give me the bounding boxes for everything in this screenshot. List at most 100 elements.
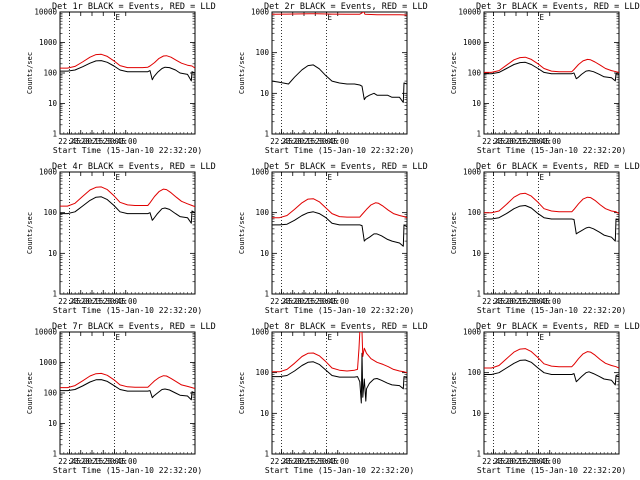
- plot-panel-6: Det 6r BLACK = Events, RED = LLD 1 10 100 10…: [450, 162, 640, 315]
- y-tick-label: 100: [467, 208, 481, 217]
- x-axis-label: Start Time (15-Jan-10 22:32:20): [265, 306, 414, 315]
- y-tick-label: 10000: [34, 8, 57, 17]
- y-tick-label: 10000: [458, 8, 481, 17]
- x-tick-label: 00:00: [538, 137, 561, 146]
- events-series-line: [272, 211, 407, 247]
- x-tick-label: 23:15: [505, 297, 528, 306]
- x-tick-label: 23:30: [92, 457, 115, 466]
- y-tick-label: 1: [264, 130, 269, 139]
- y-tick-label: 1000: [463, 168, 482, 177]
- x-tick-label: 23:30: [304, 137, 327, 146]
- y-axis-label: Counts/sec: [450, 52, 458, 94]
- x-tick-label: 23:00: [493, 297, 516, 306]
- y-tick-label: 10: [472, 99, 482, 108]
- x-tick-label: 23:45: [103, 297, 126, 306]
- x-tick-label: 22:45: [270, 297, 293, 306]
- y-axis-label: Counts/sec: [238, 52, 246, 94]
- plot-frame: [483, 171, 620, 295]
- corner-marker-label: E: [540, 13, 545, 22]
- plot-title: Det 9r BLACK = Events, RED = LLD: [476, 322, 640, 332]
- x-tick-label: 00:00: [114, 297, 137, 306]
- events-series-line: [60, 60, 195, 82]
- plot-title: Det 4r BLACK = Events, RED = LLD: [52, 162, 216, 172]
- plot-title: Det 3r BLACK = Events, RED = LLD: [476, 2, 640, 12]
- x-tick-label: 22:45: [58, 297, 81, 306]
- x-tick-label: 22:45: [58, 457, 81, 466]
- lld-series-line: [484, 192, 619, 215]
- plot-panel-1: Det 1r BLACK = Events, RED = LLD 1 10 100 10…: [26, 2, 216, 155]
- y-tick-label: 100: [43, 208, 57, 217]
- plot-panel-2: Det 2r BLACK = Events, RED = LLD 1 10 100 10…: [238, 2, 428, 155]
- x-tick-label: 23:00: [493, 457, 516, 466]
- y-tick-label: 1000: [39, 168, 58, 177]
- x-tick-label: 00:00: [326, 297, 349, 306]
- y-tick-label: 1000: [251, 8, 270, 17]
- corner-marker-label: E: [116, 333, 121, 342]
- corner-marker-label: E: [540, 333, 545, 342]
- plot-title: Det 5r BLACK = Events, RED = LLD: [264, 162, 428, 172]
- x-tick-label: 23:15: [81, 457, 104, 466]
- x-tick-label: 23:15: [293, 297, 316, 306]
- x-axis-label: Start Time (15-Jan-10 22:32:20): [477, 466, 626, 475]
- y-axis-label: Counts/sec: [238, 212, 246, 254]
- events-series-line: [484, 205, 619, 242]
- plot-panel-7: Det 7r BLACK = Events, RED = LLD 1 10 100 10…: [26, 322, 216, 475]
- y-tick-label: 100: [43, 69, 57, 78]
- x-tick-label: 23:15: [505, 137, 528, 146]
- corner-marker-label: E: [328, 13, 333, 22]
- plot-frame: [483, 11, 620, 135]
- y-axis-label: Counts/sec: [26, 372, 34, 414]
- y-tick-label: 1: [264, 290, 269, 299]
- x-tick-label: 22:45: [58, 137, 81, 146]
- x-tick-label: 23:30: [516, 297, 539, 306]
- plot-title: Det 6r BLACK = Events, RED = LLD: [476, 162, 640, 172]
- x-tick-label: 23:45: [315, 297, 338, 306]
- x-tick-label: 22:45: [270, 137, 293, 146]
- x-tick-label: 22:45: [270, 457, 293, 466]
- y-tick-label: 1: [476, 450, 481, 459]
- lld-series-line: [272, 198, 407, 219]
- x-tick-label: 00:00: [538, 297, 561, 306]
- plot-panel-3: Det 3r BLACK = Events, RED = LLD 1 10 100 10…: [450, 2, 640, 155]
- plot-frame: [59, 11, 196, 135]
- plot-title: Det 8r BLACK = Events, RED = LLD: [264, 322, 428, 332]
- y-axis-label: Counts/sec: [26, 52, 34, 94]
- y-tick-label: 100: [43, 389, 57, 398]
- lld-series-line: [484, 348, 619, 369]
- y-tick-label: 100: [467, 368, 481, 377]
- y-tick-label: 10: [260, 409, 270, 418]
- y-tick-label: 10000: [34, 328, 57, 337]
- x-tick-label: 23:15: [293, 137, 316, 146]
- y-tick-label: 1: [476, 130, 481, 139]
- plot-frame: [271, 331, 408, 455]
- plot-panel-4: Det 4r BLACK = Events, RED = LLD 1 10 100 10…: [26, 162, 216, 315]
- x-tick-label: 23:00: [493, 137, 516, 146]
- y-tick-label: 10: [472, 249, 482, 258]
- lld-series-line: [60, 186, 195, 208]
- x-tick-label: 22:45: [482, 137, 505, 146]
- x-tick-label: 23:00: [69, 137, 92, 146]
- x-tick-label: 22:45: [482, 297, 505, 306]
- lld-series-line: [272, 332, 407, 374]
- x-tick-label: 00:00: [538, 457, 561, 466]
- x-tick-label: 23:45: [103, 457, 126, 466]
- x-tick-label: 00:00: [114, 137, 137, 146]
- corner-marker-label: E: [116, 173, 121, 182]
- plot-panel-8: Det 8r BLACK = Events, RED = LLD 1 10 100 10…: [238, 322, 428, 475]
- corner-marker-label: E: [328, 333, 333, 342]
- plot-frame: [271, 11, 408, 135]
- events-series-line: [60, 196, 195, 224]
- y-tick-label: 10: [472, 409, 482, 418]
- y-tick-label: 1: [264, 450, 269, 459]
- x-axis-label: Start Time (15-Jan-10 22:32:20): [477, 146, 626, 155]
- y-tick-label: 1000: [39, 38, 58, 47]
- x-axis-label: Start Time (15-Jan-10 22:32:20): [477, 306, 626, 315]
- events-series-line: [484, 61, 619, 82]
- events-series-line: [60, 379, 195, 401]
- plot-title: Det 1r BLACK = Events, RED = LLD: [52, 2, 216, 12]
- y-axis-label: Counts/sec: [26, 212, 34, 254]
- y-tick-label: 1: [476, 290, 481, 299]
- plot-frame: [59, 171, 196, 295]
- y-tick-label: 1: [52, 290, 57, 299]
